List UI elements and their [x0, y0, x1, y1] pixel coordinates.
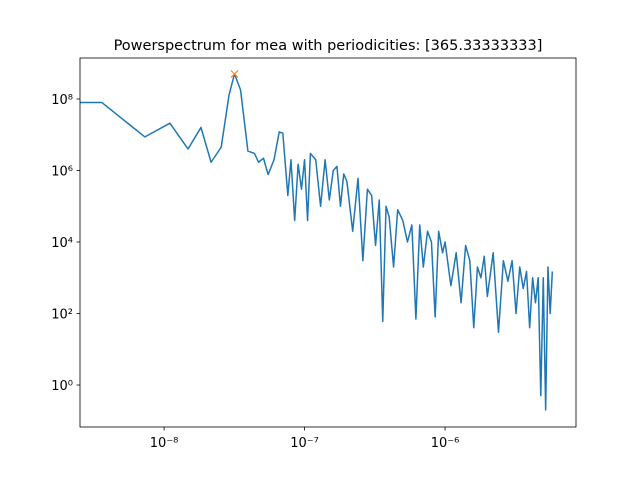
y-tick-label: 10⁸	[51, 93, 73, 108]
x-tick-label: 10⁻⁸	[150, 436, 179, 451]
peak-marker	[230, 70, 239, 78]
y-tick-label: 10⁶	[51, 164, 73, 179]
y-tick-label: 10²	[51, 308, 73, 323]
y-tick-label: 10⁰	[51, 379, 73, 394]
y-tick-label: 10⁴	[51, 236, 73, 251]
series-line	[80, 73, 554, 411]
x-tick-label: 10⁻⁶	[431, 436, 460, 451]
axes-frame	[79, 57, 577, 428]
x-tick-label: 10⁻⁷	[290, 436, 319, 451]
chart-title: Powerspectrum for mea with periodicities…	[114, 38, 543, 54]
